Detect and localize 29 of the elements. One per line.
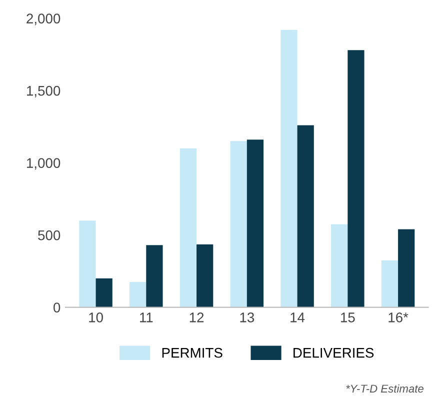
y-tick-label: 2,000 (26, 14, 60, 26)
x-tick-label: 15 (340, 312, 355, 322)
bar (381, 260, 398, 308)
x-tick-label: 14 (290, 312, 305, 322)
bar (331, 224, 348, 308)
bar (297, 125, 314, 308)
bar (348, 50, 364, 308)
bar (180, 148, 197, 308)
y-tick-label: 1,000 (26, 158, 60, 170)
bar (230, 141, 247, 308)
bar (196, 244, 214, 308)
legend-label: PERMITS (162, 348, 222, 358)
x-tick-label: 12 (190, 312, 204, 322)
bar (246, 140, 264, 308)
y-tick-label: 500 (38, 230, 60, 240)
x-tick-label: 16* (388, 312, 408, 322)
y-tick-label: 1,500 (26, 86, 60, 98)
x-tick-label: 10 (89, 312, 103, 322)
x-tick-label: 13 (240, 312, 254, 322)
bar (130, 282, 146, 308)
y-tick-label: 0 (54, 302, 60, 312)
bar (398, 229, 415, 308)
bar (146, 245, 163, 308)
x-tick-label: 11 (140, 312, 153, 322)
bar (280, 30, 298, 308)
bar (79, 220, 96, 308)
bar (96, 278, 112, 308)
legend-label: DELIVERIES (294, 348, 374, 358)
text: *Y-T-D Estimate (346, 384, 424, 393)
